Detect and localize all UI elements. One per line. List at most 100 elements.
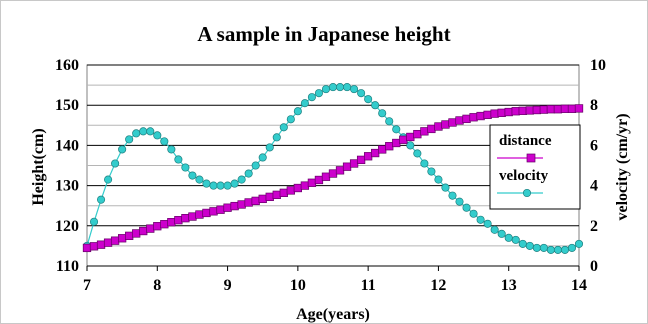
x-tick-label: 12 <box>430 277 446 294</box>
velocity-point <box>153 131 162 140</box>
distance-point <box>392 138 401 148</box>
velocity-point <box>406 141 415 150</box>
velocity-point <box>427 167 436 176</box>
velocity-point <box>511 235 520 244</box>
velocity-point <box>448 191 457 200</box>
distance-point <box>202 208 211 218</box>
velocity-point <box>160 137 169 146</box>
distance-point <box>462 114 471 124</box>
velocity-point <box>560 245 569 254</box>
secondary-y-axis-label: velocity (cm/yr) <box>614 113 631 220</box>
distance-point <box>476 111 485 121</box>
distance-point <box>349 159 359 168</box>
distance-point <box>293 183 303 193</box>
velocity-point <box>230 179 239 188</box>
velocity-point <box>146 127 155 136</box>
distance-point <box>188 212 197 221</box>
velocity-point <box>300 99 309 108</box>
velocity-point <box>258 153 267 162</box>
legend-label-velocity: velocity <box>499 168 549 184</box>
velocity-point <box>378 109 387 118</box>
distance-point <box>103 238 113 247</box>
velocity-point <box>237 175 246 184</box>
y-tick-label: 130 <box>55 178 79 195</box>
y2-tick-label: 0 <box>590 258 598 275</box>
distance-point <box>195 210 204 219</box>
distance-point <box>371 148 380 158</box>
distance-point <box>455 116 464 125</box>
y2-tick-label: 6 <box>590 137 598 154</box>
velocity-point <box>371 101 380 110</box>
distance-point <box>469 113 478 122</box>
distance-point <box>139 226 148 236</box>
velocity-point <box>118 145 127 154</box>
data-series <box>82 83 584 254</box>
distance-point <box>307 178 317 187</box>
distance-point <box>258 194 267 204</box>
distance-point <box>125 231 134 241</box>
distance-point <box>413 129 422 139</box>
velocity-point <box>111 159 120 168</box>
velocity-point <box>251 161 260 170</box>
velocity-point <box>532 243 541 252</box>
velocity-point <box>125 135 134 144</box>
distance-point <box>146 224 155 233</box>
distance-point <box>251 196 260 206</box>
axes: 110 120 130 140 150 160 0 2 4 6 8 10 7 8 9 10 11 12 13 14 <box>55 57 606 294</box>
velocity-point <box>167 145 176 154</box>
distance-point <box>511 107 520 116</box>
distance-point <box>132 229 141 238</box>
velocity-point <box>244 169 253 178</box>
legend-label-distance: distance <box>499 133 552 149</box>
distance-point <box>342 162 352 171</box>
distance-point <box>434 122 443 131</box>
y-axis-label: Height(cm) <box>30 128 47 205</box>
distance-point <box>286 186 295 195</box>
velocity-point <box>539 243 548 252</box>
velocity-point <box>132 129 141 138</box>
velocity-point <box>314 89 323 98</box>
velocity-point <box>525 241 534 250</box>
velocity-point <box>504 233 513 242</box>
distance-point <box>518 106 527 115</box>
distance-point <box>532 105 541 115</box>
distance-point <box>160 220 169 229</box>
distance-point <box>110 236 120 245</box>
legend-box <box>489 124 581 210</box>
distance-point <box>483 110 492 119</box>
velocity-point <box>483 219 492 228</box>
velocity-point <box>335 83 345 92</box>
distance-point <box>237 200 246 209</box>
distance-point <box>441 120 450 129</box>
distance-point <box>427 124 436 134</box>
velocity-point <box>420 159 429 168</box>
distance-point <box>448 118 457 127</box>
velocity-point <box>202 179 211 188</box>
x-tick-label: 9 <box>224 277 232 294</box>
distance-point <box>265 192 274 202</box>
distance-point <box>385 142 394 151</box>
distance-point <box>117 234 127 243</box>
velocity-point <box>490 225 499 234</box>
distance-point <box>560 104 570 113</box>
distance-point <box>216 205 225 214</box>
x-tick-label: 14 <box>571 277 587 294</box>
velocity-point <box>223 181 232 190</box>
distance-point <box>244 198 253 207</box>
distance-point <box>553 105 563 114</box>
distance-point <box>504 107 513 117</box>
distance-point <box>546 105 556 114</box>
y-tick-label: 150 <box>55 97 79 114</box>
y-tick-label: 120 <box>55 218 79 235</box>
velocity-point <box>553 245 562 254</box>
y2-tick-label: 8 <box>590 97 598 114</box>
distance-point <box>420 127 429 136</box>
velocity-point <box>574 239 584 248</box>
velocity-point <box>265 143 274 152</box>
distance-point <box>300 181 310 190</box>
velocity-point <box>357 89 366 98</box>
velocity-point <box>195 175 204 184</box>
velocity-point <box>462 203 471 212</box>
distance-point <box>223 203 232 212</box>
